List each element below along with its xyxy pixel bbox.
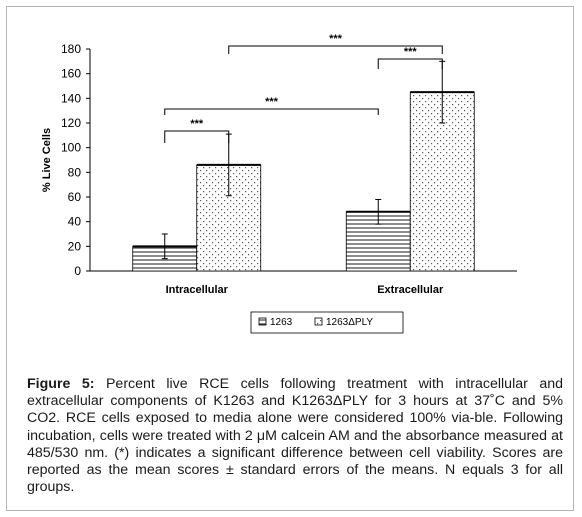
significance-bracket <box>164 108 379 115</box>
y-tick-label: 180 <box>61 42 81 56</box>
y-tick-labels: 0 20 40 60 80 100 120 140 160 180 <box>61 42 81 278</box>
y-tick-label: 120 <box>61 116 81 130</box>
significance-bracket <box>164 130 230 143</box>
y-tick-label: 160 <box>61 67 81 81</box>
y-tick-label: 140 <box>61 91 81 105</box>
figure-caption: Figure 5: Percent live RCE cells followi… <box>27 376 563 496</box>
significance-label: *** <box>190 118 204 130</box>
bar-chart: 0 20 40 60 80 100 120 140 160 180 % Live Cells In… <box>41 33 517 334</box>
category-labels: Intracellular Extracellular <box>166 284 444 296</box>
caption-label: Figure 5: <box>27 376 95 392</box>
legend-box <box>250 311 404 334</box>
y-tick-label: 100 <box>61 141 81 155</box>
significance-label: *** <box>404 46 418 58</box>
y-axis-label: % Live Cells <box>41 128 53 192</box>
y-tick-label: 80 <box>68 165 82 179</box>
category-label: Intracellular <box>166 284 229 296</box>
category-label: Extracellular <box>377 284 444 296</box>
significance-bracket <box>377 58 443 69</box>
significance-label: *** <box>265 96 279 108</box>
y-tick-label: 40 <box>68 215 82 229</box>
significance-bracket <box>228 45 443 54</box>
y-tick-label: 60 <box>68 190 82 204</box>
significance-brackets: *** *** *** *** <box>164 33 443 143</box>
caption-text: Percent live RCE cells following treatme… <box>27 376 563 496</box>
legend-swatch <box>258 317 267 326</box>
y-tick-label: 20 <box>68 239 82 253</box>
figure-frame: 0 20 40 60 80 100 120 140 160 180 % Live Cells In… <box>6 6 574 511</box>
legend-entry: 1263 <box>270 317 293 328</box>
significance-label: *** <box>329 33 343 45</box>
legend-swatch <box>314 317 323 326</box>
y-tick-label: 0 <box>74 264 81 278</box>
legend: 1263 1263ΔPLY <box>250 311 404 334</box>
legend-entry: 1263ΔPLY <box>326 317 373 328</box>
bar-group <box>132 91 475 272</box>
